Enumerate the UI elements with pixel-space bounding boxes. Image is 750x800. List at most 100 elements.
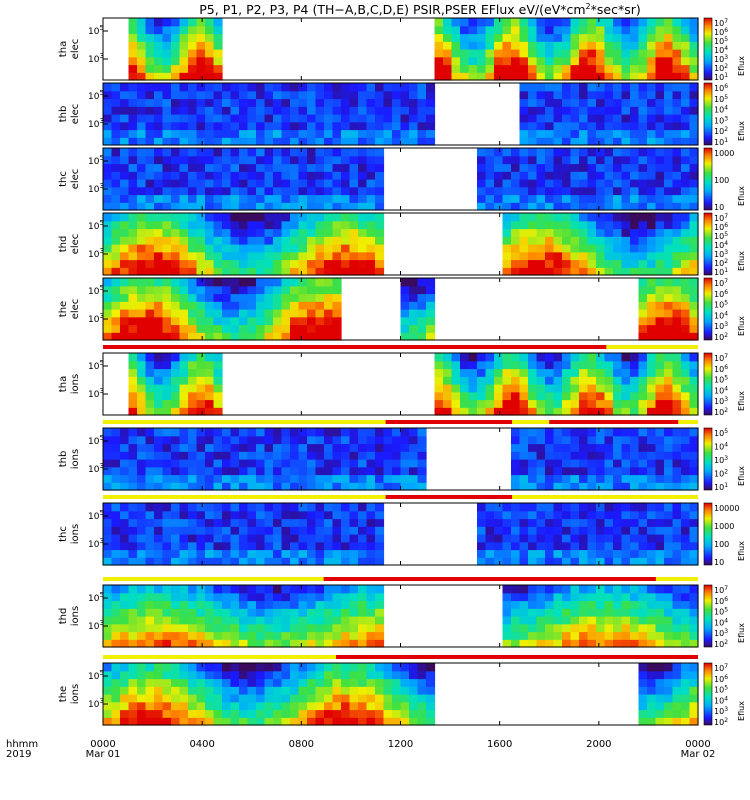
spectrogram-cell: [273, 503, 283, 512]
spectrogram-cell: [230, 678, 240, 687]
spectrogram-cell: [103, 616, 113, 625]
spectrogram-cell: [103, 631, 113, 640]
spectrogram-cell: [655, 368, 665, 377]
spectrogram-cell: [672, 557, 682, 566]
spectrogram-cell: [604, 526, 614, 535]
panel-probe-label: tha: [58, 376, 69, 392]
spectrogram-cell: [247, 186, 257, 196]
spectrogram-cell: [341, 503, 351, 512]
spectrogram-cell: [477, 360, 487, 370]
spectrogram-cell: [545, 213, 555, 222]
spectrogram-cell: [162, 384, 172, 393]
spectrogram-cell: [128, 106, 138, 115]
spectrogram-cell: [332, 324, 342, 333]
spectrogram-cell: [358, 717, 368, 726]
spectrogram-cell: [162, 309, 172, 318]
spectrogram-cell: [264, 678, 274, 687]
spectrogram-cell: [672, 686, 682, 695]
spectrogram-cell: [230, 278, 240, 287]
spectrogram-cell: [349, 639, 359, 648]
spectrogram-cell: [630, 106, 640, 115]
spectrogram-cell: [562, 114, 572, 123]
spectrogram-cell: [604, 631, 614, 640]
spectrogram-cell: [315, 137, 325, 146]
spectrogram-cell: [528, 368, 538, 377]
spectrogram-cell: [638, 518, 648, 527]
spectrogram-cell: [664, 98, 674, 107]
spectrogram-cell: [621, 526, 631, 535]
spectrogram-cell: [672, 443, 682, 452]
spectrogram-cell: [647, 324, 657, 333]
spectrogram-cell: [145, 213, 155, 222]
spectrogram-cell: [264, 324, 274, 333]
spectrogram-cell: [332, 518, 342, 527]
spectrogram-cell: [400, 324, 410, 333]
spectrogram-cell: [689, 443, 699, 452]
spectrogram-cell: [630, 90, 640, 100]
spectrogram-cell: [383, 670, 393, 680]
spectrogram-cell: [672, 384, 682, 393]
spectrogram-cell: [264, 293, 274, 302]
spectrogram-cell: [188, 616, 198, 625]
spectrogram-cell: [477, 557, 487, 566]
spectrogram-cell: [307, 179, 317, 188]
spectrogram-cell: [596, 592, 606, 602]
spectrogram-cell: [307, 129, 317, 138]
spectrogram-cell: [154, 171, 164, 180]
spectrogram-cell: [638, 608, 648, 617]
spectrogram-cell: [672, 600, 682, 609]
colorbar-tick-label: 103: [714, 396, 728, 406]
spectrogram-cell: [273, 83, 283, 92]
spectrogram-cell: [375, 428, 385, 437]
spectrogram-cell: [638, 83, 648, 92]
spectrogram-cell: [655, 148, 665, 157]
spectrogram-cell: [332, 186, 342, 196]
spectrogram-cell: [103, 171, 113, 180]
spectrogram-cell: [672, 41, 682, 50]
spectrogram-cell: [128, 585, 138, 594]
spectrogram-cell: [290, 503, 300, 512]
spectrogram-cell: [358, 155, 368, 165]
spectrogram-cell: [307, 709, 317, 718]
spectrogram-cell: [519, 213, 529, 222]
spectrogram-cell: [307, 213, 317, 222]
spectrogram-cell: [128, 384, 138, 393]
spectrogram-cell: [196, 694, 206, 703]
spectrogram-cell: [205, 360, 215, 370]
spectrogram-cell: [409, 90, 419, 100]
spectrogram-cell: [205, 585, 215, 594]
spectrogram-cell: [587, 616, 597, 625]
spectrogram-cell: [613, 171, 623, 180]
spectrogram-cell: [341, 466, 351, 476]
spectrogram-cell: [264, 631, 274, 640]
spectrogram-cell: [638, 451, 648, 460]
spectrogram-cell: [298, 631, 308, 640]
spectrogram-cell: [290, 114, 300, 123]
spectrogram-cell: [409, 83, 419, 92]
spectrogram-cell: [281, 534, 291, 543]
spectrogram-cell: [154, 435, 164, 445]
spectrogram-cell: [188, 49, 198, 58]
spectrogram-cell: [247, 694, 257, 703]
spectrogram-cell: [307, 686, 317, 695]
spectrogram-cell: [128, 83, 138, 92]
spectrogram-cell: [171, 316, 181, 326]
spectrogram-cell: [604, 353, 614, 362]
y-tick-label: 105: [88, 591, 104, 604]
spectrogram-cell: [638, 285, 648, 295]
spectrogram-cell: [579, 631, 589, 640]
spectrogram-cell: [587, 608, 597, 617]
spectrogram-cell: [545, 129, 555, 138]
x-date-label: Mar 01: [86, 749, 121, 760]
spectrogram-cell: [145, 510, 155, 520]
spectrogram-cell: [604, 186, 614, 196]
spectrogram-cell: [196, 202, 206, 211]
spectrogram-cell: [460, 353, 470, 362]
spectrogram-cell: [502, 267, 512, 276]
spectrogram-cell: [154, 148, 164, 157]
spectrogram-cell: [511, 407, 521, 416]
spectrogram-cell: [579, 459, 589, 468]
spectrogram-cell: [519, 466, 529, 476]
spectrogram-cell: [596, 171, 606, 180]
